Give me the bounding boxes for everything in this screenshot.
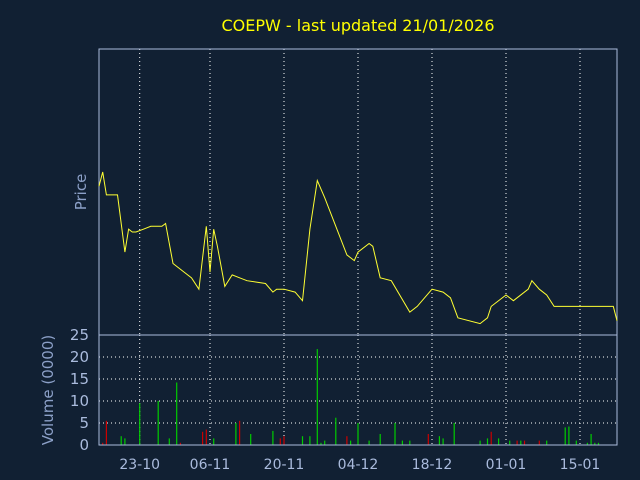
x-tick-label: 18-12 xyxy=(412,457,453,473)
price-line xyxy=(98,171,618,325)
volume-y-tick-label: 15 xyxy=(70,370,89,388)
volume-y-tick-label: 25 xyxy=(70,326,89,344)
price-axis-label: Price xyxy=(72,174,90,211)
volume-plot-frame xyxy=(98,334,618,446)
x-tick-label: 23-10 xyxy=(119,457,160,473)
x-tick-label: 15-01 xyxy=(560,457,601,473)
volume-y-tick-label: 5 xyxy=(79,414,89,432)
x-tick-label: 04-12 xyxy=(338,457,379,473)
volume-bars xyxy=(102,349,600,445)
volume-axis-label: Volume (0000) xyxy=(39,335,57,445)
volume-y-tick-label: 10 xyxy=(70,392,89,410)
volume-y-ticks: 0 5 10 15 20 25 xyxy=(70,326,89,454)
volume-panel: 0 5 10 15 20 25 Volume (0000) 23-10 06-11 20-11… xyxy=(39,326,618,473)
chart-title: COEPW - last updated 21/01/2026 xyxy=(221,16,494,35)
x-tick-label: 20-11 xyxy=(264,457,305,473)
volume-y-tick-label: 20 xyxy=(70,348,89,366)
x-tick-label: 06-11 xyxy=(190,457,231,473)
x-axis-ticks: 23-10 06-11 20-11 04-12 18-12 01-01 15-01 xyxy=(119,457,600,473)
volume-y-tick-label: 0 xyxy=(79,436,89,454)
x-tick-label: 01-01 xyxy=(486,457,527,473)
